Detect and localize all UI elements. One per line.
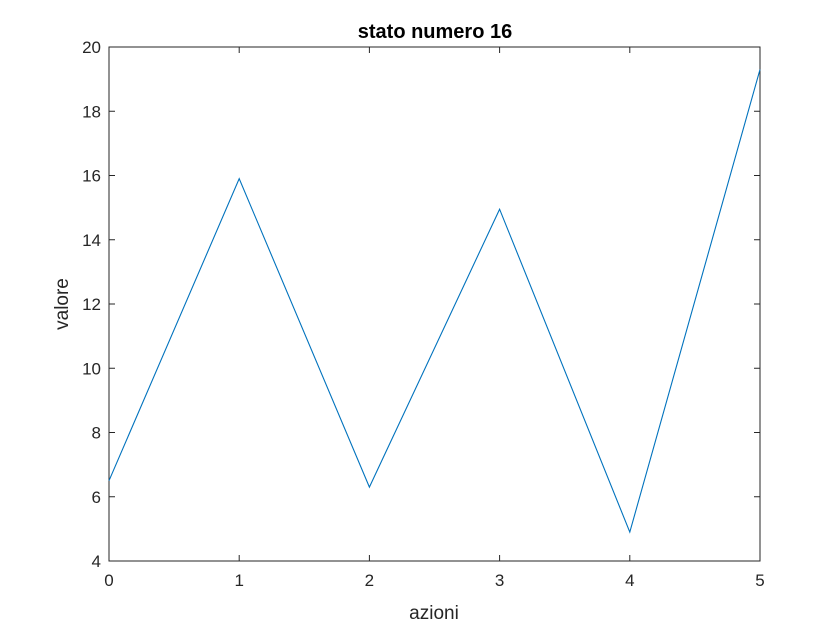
chart-title: stato numero 16	[358, 21, 512, 43]
y-axis-label: valore	[52, 278, 73, 330]
x-axis-label: azioni	[409, 603, 459, 624]
y-tick-label: 16	[82, 167, 101, 186]
series-line-1	[108, 69, 761, 534]
y-tick-label: 10	[82, 359, 101, 378]
y-tick-label: 6	[92, 488, 101, 507]
x-tick-label: 0	[104, 571, 113, 590]
y-tick-label: 12	[82, 295, 101, 314]
x-tick-label: 3	[495, 571, 504, 590]
x-tick-label: 4	[625, 571, 634, 590]
x-tick-label: 1	[234, 571, 243, 590]
x-tick-label: 2	[365, 571, 374, 590]
y-tick-label: 18	[82, 102, 101, 121]
plot-area-box	[108, 46, 761, 562]
y-tick-label: 20	[82, 38, 101, 57]
y-tick-label: 14	[82, 231, 101, 250]
y-tick-label: 4	[92, 552, 101, 571]
series-group	[108, 69, 761, 534]
x-tick-label: 5	[755, 571, 764, 590]
y-tick-label: 8	[92, 424, 101, 443]
